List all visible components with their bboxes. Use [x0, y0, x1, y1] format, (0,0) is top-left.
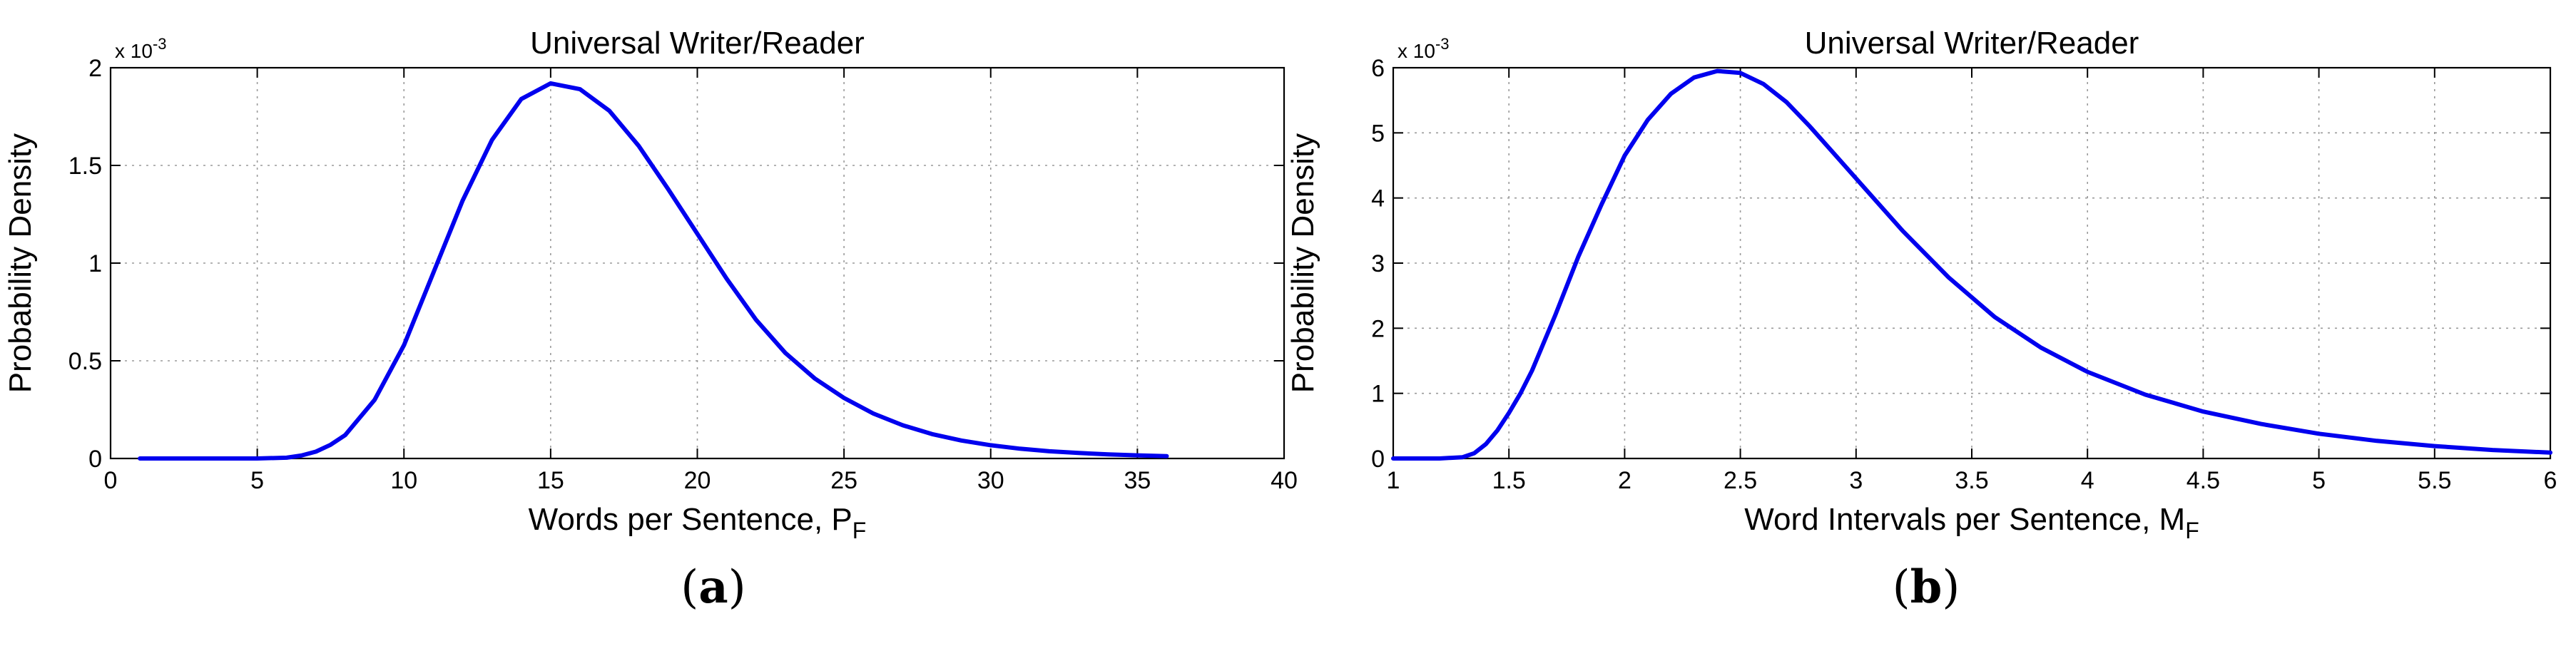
y-tick-label: 1.5	[68, 153, 102, 180]
y-tick-label: 1	[88, 250, 102, 277]
panel-label-b: (b)	[1893, 560, 1960, 614]
x-tick-label: 40	[1271, 467, 1298, 494]
y-axis-label: Probability Density	[3, 133, 38, 393]
y-tick-label: 5	[1371, 120, 1385, 147]
x-tick-label: 5	[250, 467, 264, 494]
x-tick-label: 6	[2544, 467, 2557, 494]
y-tick-label: 1	[1371, 381, 1385, 408]
y-tick-label: 0	[88, 446, 102, 473]
series-line	[1391, 68, 2552, 461]
y-tick-label: 3	[1371, 250, 1385, 277]
x-tick-label: 25	[830, 467, 857, 494]
x-tick-label: 0	[104, 467, 118, 494]
y-tick-label: 2	[1371, 315, 1385, 342]
x-tick-label: 4.5	[2186, 467, 2220, 494]
chart-title: Universal Writer/Reader	[1805, 26, 2139, 61]
x-tick-label: 30	[977, 467, 1004, 494]
chart-a: 0 5 10 15 20 25 30 35 40 0 0.5 1 1.5 2 x 10-3 Universal…	[3, 26, 1298, 543]
y-tick-label: 0.5	[68, 348, 102, 375]
x-tick-label: 3.5	[1955, 467, 1988, 494]
x-tick-label: 35	[1124, 467, 1151, 494]
x-tick-label: 10	[390, 467, 417, 494]
panel-label-a: (a)	[681, 560, 745, 614]
x-tick-label: 5	[2312, 467, 2326, 494]
series-line	[138, 81, 1169, 461]
y-exponent-label: x 10-3	[1398, 35, 1450, 62]
x-tick-label: 1.5	[1492, 467, 1526, 494]
x-tick-label: 20	[684, 467, 711, 494]
x-tick-label: 15	[537, 467, 564, 494]
y-tick-label: 4	[1371, 185, 1385, 212]
x-tick-label: 3	[1849, 467, 1863, 494]
y-tick-label: 6	[1371, 55, 1385, 82]
chart-title: Universal Writer/Reader	[530, 26, 865, 61]
x-axis-label: Word Intervals per Sentence, MF	[1744, 502, 2199, 543]
x-tick-label: 1	[1387, 467, 1400, 494]
x-tick-label: 4	[2081, 467, 2094, 494]
y-tick-label: 2	[88, 55, 102, 82]
x-tick-label: 5.5	[2418, 467, 2451, 494]
y-exponent-label: x 10-3	[115, 35, 167, 62]
y-axis-label: Probability Density	[1286, 133, 1320, 393]
x-tick-label: 2.5	[1724, 467, 1757, 494]
x-tick-label: 2	[1618, 467, 1631, 494]
y-tick-label: 0	[1371, 446, 1385, 473]
x-axis-label: Words per Sentence, PF	[529, 502, 867, 543]
